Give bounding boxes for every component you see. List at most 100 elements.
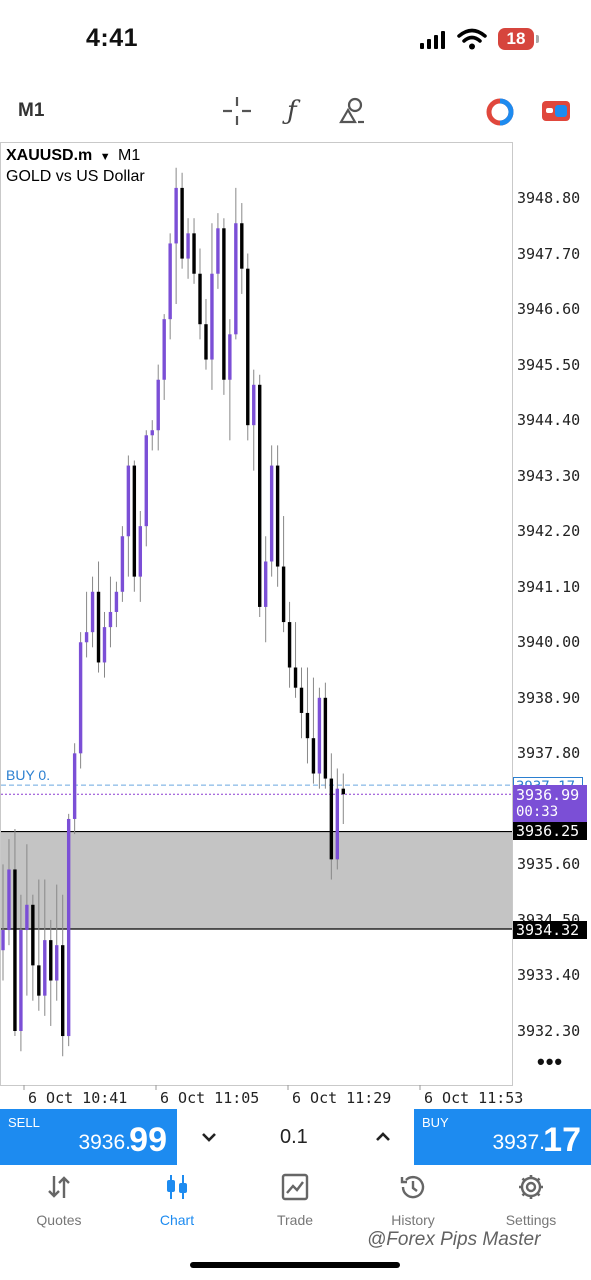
zone-rectangle: [1, 831, 512, 930]
countdown-text: 00:33: [516, 804, 559, 820]
bear-candle: [323, 697, 328, 779]
bull-candle: [84, 632, 89, 643]
bear-candle: [240, 223, 244, 269]
bid-price-text: 3936.99: [516, 786, 580, 804]
status-time: 4:41: [86, 24, 139, 52]
bull-candle: [1, 930, 5, 951]
bull-candle: [72, 753, 77, 819]
price-axis-label: 3944.40: [517, 411, 581, 430]
bull-candle: [114, 591, 119, 612]
chart-symbol: XAUUSD.m ▼ M1: [6, 147, 140, 165]
bull-candle: [102, 627, 107, 663]
bear-candle: [49, 940, 53, 981]
bear-candle: [275, 465, 280, 567]
time-axis-label: 6 Oct 11:53: [424, 1089, 524, 1107]
bear-candle: [281, 566, 286, 623]
sell-price-big: 99: [129, 1121, 167, 1159]
bear-candle: [293, 667, 298, 688]
bull-candle: [216, 228, 220, 274]
cellular-signal-icon: [420, 31, 446, 49]
lot-decrease-button[interactable]: [198, 1126, 220, 1153]
lot-increase-button[interactable]: [372, 1126, 394, 1153]
bull-candle: [168, 243, 172, 320]
buy-label: BUY: [422, 1115, 449, 1130]
chart-area[interactable]: [0, 142, 513, 1086]
bear-candle: [311, 738, 316, 774]
price-axis-label: 3941.10: [517, 577, 581, 596]
tab-label: Chart: [159, 1212, 195, 1228]
battery-tip: [536, 35, 539, 43]
symbol-description: GOLD vs US Dollar: [6, 168, 145, 185]
bull-candle: [90, 591, 95, 633]
bull-candle: [269, 465, 274, 562]
bull-candle: [186, 233, 190, 259]
tab-quotes[interactable]: Quotes: [0, 1172, 118, 1242]
time-axis-label: 6 Oct 11:05: [160, 1089, 260, 1107]
bear-candle: [305, 712, 310, 739]
bull-candle: [25, 904, 29, 931]
bull-candle: [252, 384, 256, 426]
history-icon: [354, 1172, 472, 1206]
bear-candle: [341, 788, 345, 795]
trade-toggle-icon[interactable]: [541, 99, 571, 123]
bull-candle: [7, 869, 11, 931]
symbol-dropdown-icon[interactable]: ▼: [99, 151, 111, 163]
bear-candle: [96, 591, 101, 663]
sell-label: SELL: [8, 1115, 40, 1130]
bear-candle: [132, 465, 137, 577]
tab-chart[interactable]: Chart: [118, 1172, 236, 1242]
chart-icon: [118, 1172, 236, 1206]
buy-button[interactable]: BUY 3937. 17: [414, 1109, 591, 1165]
candlestick-chart[interactable]: [0, 0, 591, 1110]
tab-history[interactable]: History: [354, 1172, 472, 1242]
bull-candle: [210, 273, 214, 360]
lot-size-field[interactable]: 0.1: [280, 1126, 308, 1148]
price-axis-label: 3933.40: [517, 966, 581, 985]
bull-candle: [66, 818, 71, 1037]
price-axis-label: 3932.30: [517, 1022, 581, 1040]
wifi-icon: [457, 28, 487, 50]
bear-candle: [299, 687, 304, 713]
color-switch-icon[interactable]: [486, 98, 514, 126]
tab-label: Quotes: [36, 1212, 82, 1228]
tab-label: History: [391, 1212, 435, 1228]
sell-button[interactable]: SELL 3936. 99: [0, 1109, 177, 1165]
bear-candle: [13, 869, 17, 1031]
bull-candle: [317, 697, 322, 774]
bull-candle: [120, 536, 125, 592]
tab-label: Trade: [276, 1212, 314, 1228]
battery-icon: 18: [498, 28, 534, 50]
bull-candle: [263, 561, 268, 607]
buy-line-label: BUY 0.: [6, 767, 51, 783]
symbol-timeframe: M1: [118, 147, 141, 164]
bull-candle: [55, 945, 59, 981]
bull-candle: [234, 223, 238, 335]
price-axis-label: 3938.90: [517, 688, 581, 707]
bull-candle: [228, 334, 232, 380]
price-axis-label: 3945.50: [517, 355, 581, 374]
bear-candle: [192, 233, 196, 274]
bear-candle: [31, 904, 35, 966]
chevron-down-icon: [202, 1133, 216, 1142]
function-icon[interactable]: ƒ: [287, 96, 297, 126]
bear-candle: [180, 187, 184, 259]
bull-candle: [126, 465, 131, 537]
bull-candle: [43, 940, 47, 996]
tab-label: Settings: [505, 1212, 557, 1228]
chevron-up-icon: [376, 1132, 390, 1141]
tab-trade[interactable]: Trade: [236, 1172, 354, 1242]
price-axis-label: 3935.60: [517, 855, 581, 874]
crosshair-icon[interactable]: [223, 97, 251, 125]
time-axis-label: 6 Oct 10:41: [28, 1089, 128, 1107]
bear-candle: [198, 273, 202, 325]
home-indicator[interactable]: [190, 1262, 400, 1268]
timeframe-button[interactable]: M1: [18, 100, 45, 121]
tab-settings[interactable]: Settings: [472, 1172, 590, 1242]
bull-candle: [150, 430, 154, 436]
buy-price-small: 3937.: [492, 1131, 545, 1154]
bear-candle: [61, 945, 65, 1037]
more-options-icon[interactable]: •••: [537, 1049, 564, 1074]
objects-icon[interactable]: [338, 96, 366, 124]
price-axis-label: 3946.60: [517, 300, 581, 319]
bull-candle: [156, 379, 160, 431]
